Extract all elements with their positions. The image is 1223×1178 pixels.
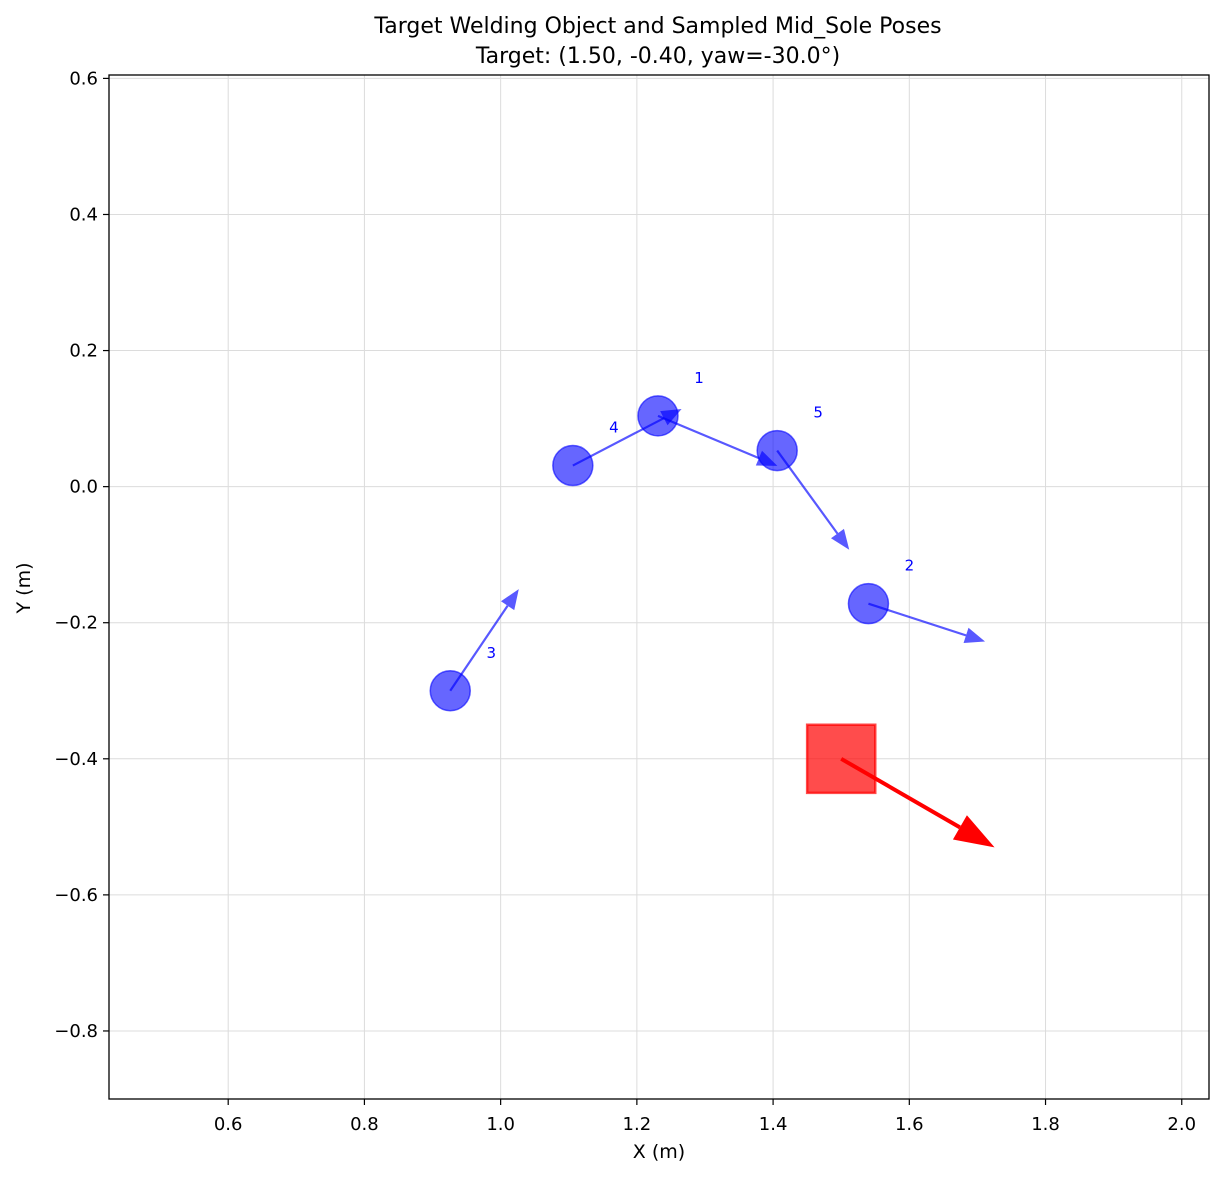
pose-yaw-arrow-head bbox=[500, 589, 519, 611]
target-yaw-arrow-shaft bbox=[840, 757, 961, 830]
pose-label: 2 bbox=[905, 557, 915, 575]
pose-yaw-arrow-shaft bbox=[657, 414, 760, 460]
chart-title: Target Welding Object and Sampled Mid_So… bbox=[373, 14, 941, 39]
grid bbox=[109, 75, 1209, 1099]
y-tick-label: −0.8 bbox=[54, 1021, 98, 1042]
plot-frame bbox=[108, 74, 1210, 1100]
pose-label: 3 bbox=[486, 644, 496, 662]
pose-yaw-arrow-shaft bbox=[868, 602, 967, 637]
pose-label: 4 bbox=[609, 419, 619, 437]
x-tick-label: 0.8 bbox=[350, 1114, 379, 1135]
pose-yaw-arrow-head bbox=[831, 528, 850, 550]
target-yaw-arrow-head bbox=[952, 815, 995, 848]
x-tick-label: 1.0 bbox=[486, 1114, 515, 1135]
y-tick-label: −0.4 bbox=[54, 749, 98, 770]
pose-yaw-arrow-head bbox=[963, 627, 986, 643]
x-axis-label: X (m) bbox=[633, 1141, 685, 1163]
y-tick-label: 0.4 bbox=[69, 204, 98, 225]
y-axis-label: Y (m) bbox=[13, 563, 35, 615]
x-tick-label: 1.2 bbox=[623, 1114, 652, 1135]
pose-label: 5 bbox=[813, 404, 823, 422]
x-tick-label: 0.6 bbox=[214, 1114, 243, 1135]
pose-yaw-arrow-shaft bbox=[776, 449, 839, 535]
plot-marks: 1 2 3 4 5 bbox=[429, 369, 995, 848]
pose-yaw-arrow-shaft bbox=[449, 605, 509, 692]
x-tick-label: 1.8 bbox=[1031, 1114, 1060, 1135]
y-tick-label: 0.6 bbox=[69, 68, 98, 89]
pose-yaw-arrow-shaft bbox=[572, 417, 665, 467]
y-tick-label: 0.0 bbox=[69, 477, 98, 498]
y-tick-label: −0.2 bbox=[54, 613, 98, 634]
x-tick-label: 2.0 bbox=[1167, 1114, 1196, 1135]
y-tick-label: −0.6 bbox=[54, 885, 98, 906]
axis-ticks: 0.6 0.8 1.0 1.2 1.4 1.6 1.8 2.0 0.6 0.4 0.2 0.0 −0.2… bbox=[54, 68, 1196, 1135]
x-tick-label: 1.6 bbox=[895, 1114, 924, 1135]
chart-subtitle: Target: (1.50, -0.40, yaw=-30.0°) bbox=[475, 44, 840, 69]
x-tick-label: 1.4 bbox=[759, 1114, 788, 1135]
pose-label: 1 bbox=[694, 369, 704, 387]
y-tick-label: 0.2 bbox=[69, 341, 98, 362]
pose-yaw-arrow-head bbox=[660, 408, 682, 426]
